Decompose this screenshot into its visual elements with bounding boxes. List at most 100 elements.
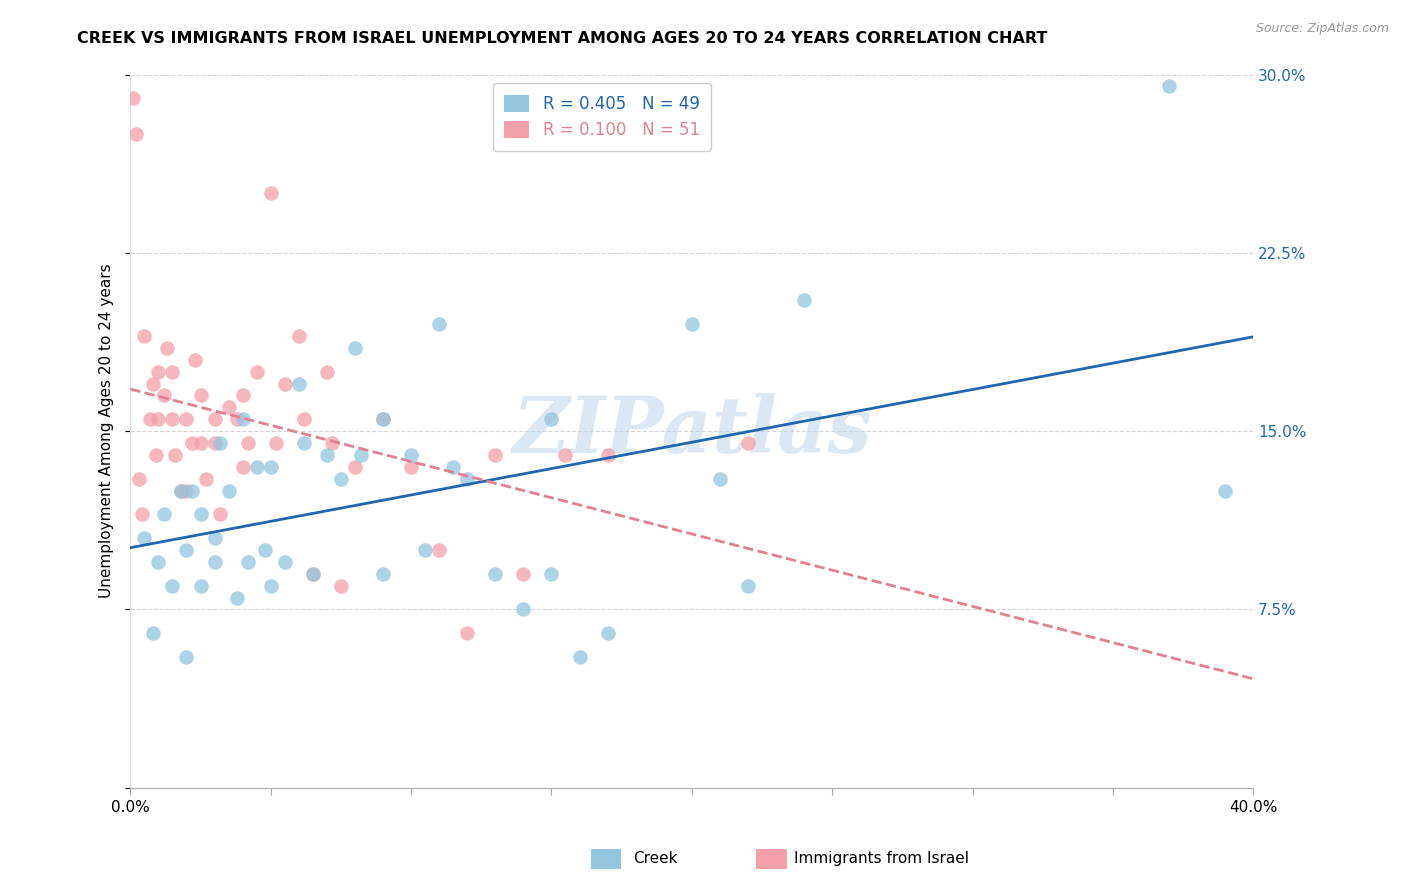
Point: [153, 388, 176, 402]
Point: [568, 650, 591, 665]
Point: [232, 459, 254, 474]
Point: [145, 448, 167, 462]
Point: [287, 376, 309, 391]
Point: [153, 508, 176, 522]
Point: [184, 352, 207, 367]
Point: [321, 436, 343, 450]
Point: [238, 555, 260, 569]
Point: [484, 448, 506, 462]
Point: [292, 436, 315, 450]
Point: [399, 448, 422, 462]
Point: [204, 412, 226, 426]
Point: [181, 483, 204, 498]
Point: [204, 436, 226, 450]
Point: [125, 127, 148, 141]
Point: [131, 508, 153, 522]
Point: [246, 365, 269, 379]
Point: [512, 602, 534, 616]
Point: [190, 508, 212, 522]
Point: [737, 579, 759, 593]
Point: [274, 555, 297, 569]
Point: [204, 555, 226, 569]
Point: [274, 376, 297, 391]
Point: [427, 317, 450, 331]
Text: CREEK VS IMMIGRANTS FROM ISRAEL UNEMPLOYMENT AMONG AGES 20 TO 24 YEARS CORRELATI: CREEK VS IMMIGRANTS FROM ISRAEL UNEMPLOY…: [77, 31, 1047, 46]
Point: [246, 459, 269, 474]
Point: [162, 365, 184, 379]
Point: [170, 483, 193, 498]
Point: [287, 329, 309, 343]
Point: [162, 412, 184, 426]
Point: [427, 543, 450, 558]
Point: [441, 459, 464, 474]
Point: [176, 543, 198, 558]
Point: [209, 508, 232, 522]
Point: [266, 436, 288, 450]
Point: [209, 436, 232, 450]
Point: [456, 472, 478, 486]
Point: [456, 626, 478, 640]
Point: [142, 626, 165, 640]
Point: [371, 566, 394, 581]
Point: [793, 293, 815, 308]
Point: [162, 579, 184, 593]
Point: [218, 401, 240, 415]
Point: [329, 472, 352, 486]
Point: [128, 472, 150, 486]
Point: [349, 448, 371, 462]
Point: [512, 566, 534, 581]
Point: [484, 566, 506, 581]
Point: [254, 543, 277, 558]
Point: [343, 459, 366, 474]
Point: [218, 483, 240, 498]
Point: [142, 376, 165, 391]
Y-axis label: Unemployment Among Ages 20 to 24 years: Unemployment Among Ages 20 to 24 years: [100, 264, 114, 599]
Point: [226, 591, 249, 605]
Text: Source: ZipAtlas.com: Source: ZipAtlas.com: [1256, 22, 1389, 36]
Point: [134, 329, 156, 343]
Point: [260, 459, 283, 474]
Point: [204, 531, 226, 545]
Point: [139, 412, 162, 426]
Point: [301, 566, 323, 581]
Point: [709, 472, 731, 486]
Point: [371, 412, 394, 426]
Point: [156, 341, 179, 355]
Point: [596, 626, 619, 640]
Point: [260, 186, 283, 201]
Point: [238, 436, 260, 450]
Point: [170, 483, 193, 498]
Point: [195, 472, 218, 486]
Point: [737, 436, 759, 450]
Point: [540, 412, 562, 426]
Point: [190, 436, 212, 450]
Point: [148, 555, 170, 569]
Point: [148, 412, 170, 426]
Text: Creek: Creek: [633, 851, 678, 865]
Point: [232, 388, 254, 402]
Point: [1157, 79, 1180, 94]
Legend: R = 0.405   N = 49, R = 0.100   N = 51: R = 0.405 N = 49, R = 0.100 N = 51: [492, 83, 711, 151]
Point: [315, 365, 337, 379]
Point: [176, 483, 198, 498]
Point: [232, 412, 254, 426]
Point: [315, 448, 337, 462]
Point: [190, 579, 212, 593]
Point: [681, 317, 703, 331]
Point: [343, 341, 366, 355]
Point: [134, 531, 156, 545]
Point: [292, 412, 315, 426]
Point: [176, 650, 198, 665]
Point: [181, 436, 204, 450]
Point: [176, 412, 198, 426]
Point: [260, 579, 283, 593]
Point: [1213, 483, 1236, 498]
Point: [413, 543, 436, 558]
Point: [540, 566, 562, 581]
Point: [148, 365, 170, 379]
Text: ZIPatlas: ZIPatlas: [512, 392, 872, 469]
Point: [329, 579, 352, 593]
Point: [190, 388, 212, 402]
Point: [301, 566, 323, 581]
Point: [165, 448, 187, 462]
